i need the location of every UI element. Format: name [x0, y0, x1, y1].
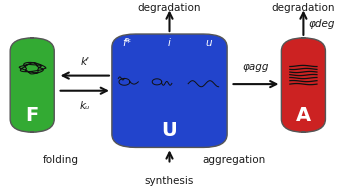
FancyBboxPatch shape [281, 38, 325, 132]
Text: f*: f* [123, 38, 132, 47]
Text: i: i [168, 38, 171, 47]
Text: aggregation: aggregation [202, 155, 265, 165]
Text: folding: folding [43, 155, 79, 165]
Text: synthesis: synthesis [145, 176, 194, 186]
Text: degradation: degradation [272, 3, 335, 13]
Text: kᵤ: kᵤ [80, 101, 90, 111]
Text: u: u [205, 38, 212, 47]
FancyBboxPatch shape [112, 34, 227, 147]
Text: φagg: φagg [243, 62, 269, 72]
Text: kᶠ: kᶠ [80, 57, 89, 67]
Text: A: A [296, 106, 311, 125]
Text: degradation: degradation [138, 3, 201, 13]
FancyBboxPatch shape [10, 38, 54, 132]
Text: φdeg: φdeg [308, 19, 335, 29]
Text: F: F [25, 106, 39, 125]
Text: U: U [162, 121, 177, 140]
